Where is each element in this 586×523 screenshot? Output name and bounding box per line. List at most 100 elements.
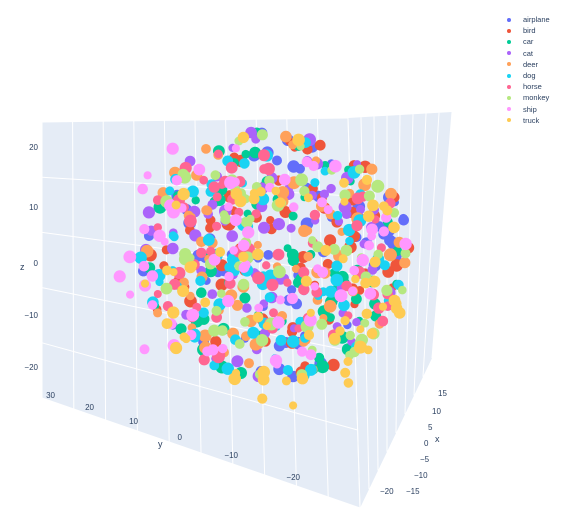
grid-line (41, 117, 349, 123)
point-ship (364, 240, 375, 251)
point-horse (196, 247, 207, 258)
point-monkey (316, 318, 328, 330)
legend: airplane bird car cat deer dog horse monkey ship… (503, 14, 550, 126)
point-cat (286, 223, 296, 233)
point-truck (303, 329, 315, 341)
point-truck (238, 251, 249, 262)
point-deer (385, 187, 397, 200)
point-ship (138, 260, 150, 272)
z-tick-label: −20 (24, 363, 38, 372)
point-monkey (242, 218, 253, 229)
legend-item-truck[interactable]: truck (503, 115, 550, 126)
legend-marker (507, 28, 511, 33)
legend-label: horse (523, 82, 542, 92)
point-monkey (217, 289, 226, 298)
point-monkey (211, 305, 222, 316)
legend-item-horse[interactable]: horse (503, 81, 550, 92)
tick-labels: 20 10 0 −10 −20 30 20 10 0 −10 −20 15 10 5 0 −5 −10 −15 −2… (24, 143, 447, 496)
point-truck (343, 357, 353, 366)
point-monkey (240, 317, 250, 327)
z-tick-label: 20 (29, 143, 38, 152)
point-ship (186, 308, 200, 322)
point-truck (339, 177, 349, 188)
point-deer (201, 144, 211, 154)
legend-item-dog[interactable]: dog (503, 70, 550, 81)
legend-label: ship (523, 104, 537, 114)
point-bird (314, 139, 326, 151)
y-tick-label: 10 (129, 417, 138, 426)
point-monkey (273, 265, 286, 279)
y-tick-label: 20 (85, 403, 94, 412)
point-monkey (234, 339, 245, 349)
point-car (241, 149, 251, 159)
point-monkey (381, 284, 393, 296)
point-dog (198, 307, 209, 318)
point-truck (296, 372, 309, 385)
legend-marker (507, 17, 511, 22)
point-deer (303, 226, 313, 236)
point-bird (324, 234, 337, 247)
legend-item-cat[interactable]: cat (503, 48, 550, 59)
point-truck (340, 316, 350, 326)
point-monkey (345, 330, 355, 341)
point-dog (165, 186, 175, 196)
point-truck (189, 260, 198, 269)
y-tick-label: −20 (286, 473, 300, 482)
point-truck (162, 265, 172, 276)
legend-label: bird (523, 26, 536, 36)
point-truck (161, 318, 173, 329)
point-truck (256, 186, 266, 197)
point-truck (378, 302, 388, 311)
point-ship (288, 202, 299, 212)
point-truck (252, 248, 264, 261)
point-car (196, 287, 207, 299)
point-ship (366, 223, 378, 236)
x-tick-label: 15 (438, 389, 447, 398)
legend-item-bird[interactable]: bird (503, 25, 550, 36)
point-horse (351, 220, 363, 232)
point-dog (282, 365, 293, 376)
point-horse (184, 214, 197, 228)
legend-item-airplane[interactable]: airplane (503, 14, 550, 25)
point-ship (313, 264, 323, 274)
point-truck (179, 332, 189, 342)
point-airplane (272, 155, 282, 166)
point-deer (399, 257, 411, 269)
point-monkey (354, 164, 365, 174)
z-tick-label: 0 (34, 259, 39, 268)
point-truck (289, 401, 298, 410)
point-truck (363, 210, 375, 222)
legend-item-car[interactable]: car (503, 36, 550, 47)
point-truck (177, 285, 190, 297)
point-ship (229, 246, 238, 255)
point-horse (212, 192, 222, 202)
point-deer (291, 264, 301, 273)
point-car (314, 352, 325, 363)
point-cat (226, 230, 238, 242)
point-horse (262, 261, 271, 270)
x-tick-label: −15 (406, 487, 420, 496)
point-monkey (363, 190, 375, 202)
grid-line (163, 120, 170, 443)
point-car (283, 244, 292, 253)
point-ship (399, 237, 412, 251)
point-ship (356, 254, 369, 267)
point-ship (171, 175, 182, 186)
point-dog (221, 362, 234, 375)
legend-item-ship[interactable]: ship (503, 104, 550, 115)
point-truck (320, 244, 332, 256)
point-dog (186, 185, 199, 198)
legend-item-deer[interactable]: deer (503, 59, 550, 70)
point-truck (328, 332, 341, 345)
point-cat (167, 242, 179, 255)
point-airplane (287, 160, 300, 173)
x-tick-label: −20 (380, 487, 394, 496)
point-deer (253, 240, 262, 250)
point-truck (177, 187, 190, 201)
point-car (288, 211, 298, 221)
legend-item-monkey[interactable]: monkey (503, 92, 550, 103)
point-monkey (256, 129, 268, 141)
point-truck (369, 256, 381, 268)
x-tick-label: 0 (424, 439, 429, 448)
